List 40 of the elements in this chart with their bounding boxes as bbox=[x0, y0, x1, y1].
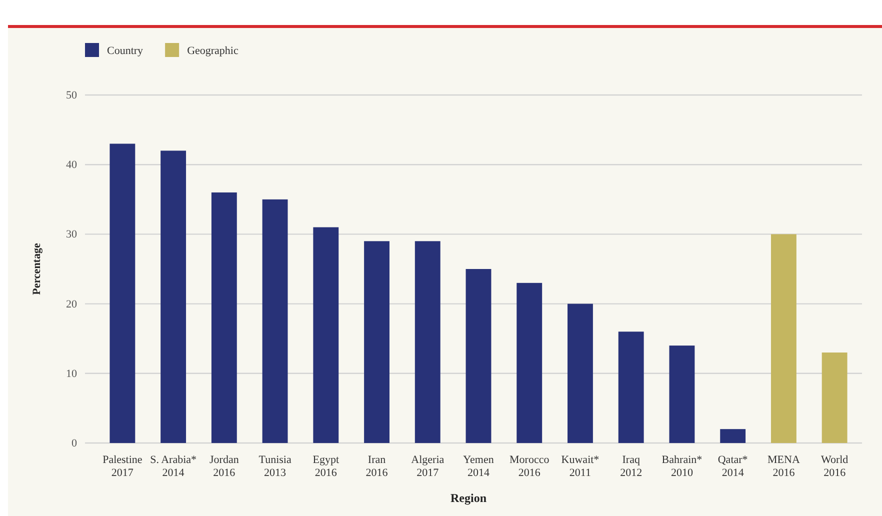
bar bbox=[364, 241, 390, 443]
bar bbox=[313, 227, 339, 443]
bar bbox=[110, 144, 136, 443]
x-tick-label: Iraq 2012 bbox=[620, 454, 642, 479]
x-tick-label: Egypt 2016 bbox=[312, 454, 340, 479]
x-tick-label: Iran 2016 bbox=[366, 454, 388, 479]
y-tick-label: 10 bbox=[66, 368, 78, 380]
y-tick-label: 20 bbox=[66, 298, 78, 310]
x-tick-label: Palestine 2017 bbox=[102, 454, 142, 479]
legend-label: Geographic bbox=[187, 45, 238, 57]
x-tick-label: S. Arabia* 2014 bbox=[150, 454, 197, 479]
x-tick-label: Qatar* 2014 bbox=[718, 454, 748, 479]
bar bbox=[720, 429, 746, 443]
x-tick-label: Kuwait* 2011 bbox=[561, 454, 600, 479]
bar bbox=[568, 304, 593, 443]
x-axis-title: Region bbox=[450, 491, 487, 505]
x-tick-label: World 2016 bbox=[820, 454, 849, 479]
bar bbox=[822, 352, 848, 443]
bar bbox=[262, 199, 288, 443]
y-axis-title: Percentage bbox=[31, 243, 43, 295]
x-tick-label: Tunisia 2013 bbox=[258, 454, 292, 479]
y-tick-label: 30 bbox=[66, 228, 78, 241]
bar bbox=[516, 282, 542, 443]
x-tick-label: MENA 2016 bbox=[768, 454, 800, 479]
x-tick-label: Morocco 2016 bbox=[510, 454, 550, 479]
bar bbox=[414, 241, 440, 443]
x-tick-label: Jordan 2016 bbox=[210, 454, 240, 479]
legend-label: Country bbox=[107, 45, 144, 57]
bar bbox=[770, 234, 796, 443]
x-tick-label: Algeria 2017 bbox=[411, 454, 444, 479]
bar bbox=[211, 192, 237, 443]
bar bbox=[669, 346, 695, 443]
y-tick-label: 0 bbox=[72, 438, 78, 450]
y-tick-label: 50 bbox=[66, 90, 78, 102]
y-tick-label: 40 bbox=[66, 159, 78, 172]
x-tick-label: Bahrain* 2010 bbox=[662, 454, 702, 479]
x-tick-label: Yemen 2014 bbox=[463, 454, 494, 479]
bar bbox=[466, 269, 492, 443]
bar bbox=[160, 150, 186, 443]
bar bbox=[618, 332, 644, 443]
